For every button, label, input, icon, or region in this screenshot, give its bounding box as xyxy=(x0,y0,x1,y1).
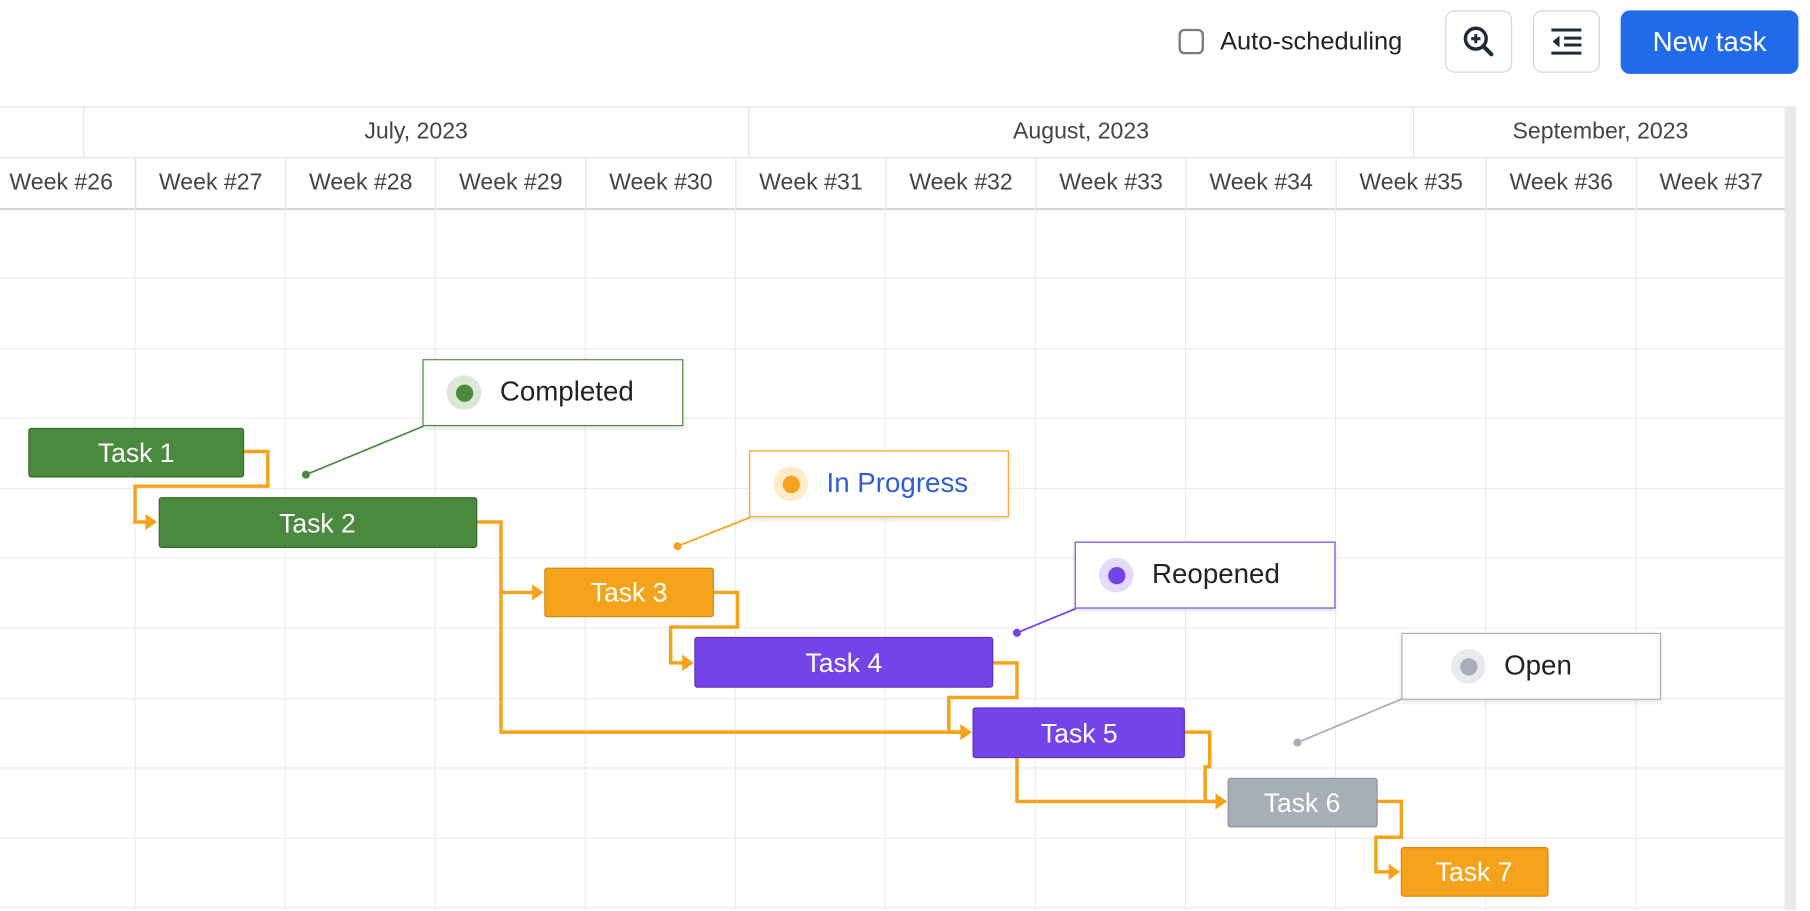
status-callout-in-progress: In Progress xyxy=(749,450,1009,518)
week-36: Week #36 xyxy=(1485,157,1636,208)
task-label: Task 5 xyxy=(1041,719,1118,749)
task-bar[interactable]: Task 1 xyxy=(28,427,245,478)
link-arrowheads xyxy=(145,513,1401,880)
task-label: Task 1 xyxy=(98,438,175,468)
status-callout-open: Open xyxy=(1401,632,1662,700)
week-scale: Week #26 Week #27 Week #28 Week #29 Week… xyxy=(0,157,1787,211)
status-callout-reopened: Reopened xyxy=(1074,541,1336,609)
week-32: Week #32 xyxy=(885,157,1035,208)
week-34: Week #34 xyxy=(1185,157,1335,208)
status-label: Reopened xyxy=(1152,558,1280,591)
week-33: Week #33 xyxy=(1035,157,1185,208)
week-29: Week #29 xyxy=(435,157,585,208)
completed-status-icon xyxy=(446,375,482,410)
link-task4-task5 xyxy=(947,661,1019,734)
month-scale: July, 2023 August, 2023 September, 2023 xyxy=(0,107,1787,159)
week-31: Week #31 xyxy=(735,157,885,208)
week-26: Week #26 xyxy=(9,169,113,195)
task-label: Task 7 xyxy=(1436,857,1513,887)
task-bar[interactable]: Task 3 xyxy=(544,567,714,618)
auto-scheduling-checkbox[interactable] xyxy=(1178,28,1204,55)
open-status-icon xyxy=(1450,649,1486,684)
task-label: Task 6 xyxy=(1264,788,1341,818)
zoom-in-icon xyxy=(1463,26,1494,57)
status-label: Open xyxy=(1504,650,1572,682)
status-label: Completed xyxy=(499,376,634,408)
status-callout-completed: Completed xyxy=(422,359,684,427)
month-september: September, 2023 xyxy=(1412,107,1787,158)
task-label: Task 3 xyxy=(591,578,668,608)
week-28: Week #28 xyxy=(285,157,435,208)
outdent-button[interactable] xyxy=(1532,10,1600,73)
new-task-button[interactable]: New task xyxy=(1620,10,1799,74)
task-label: Task 4 xyxy=(805,648,882,678)
link-task6-task7 xyxy=(1374,799,1404,874)
task-bar[interactable]: Task 7 xyxy=(1400,847,1549,897)
auto-scheduling-label: Auto-scheduling xyxy=(1220,26,1403,56)
reopened-status-icon xyxy=(1098,557,1134,593)
dependency-links xyxy=(133,449,1404,874)
week-37: Week #37 xyxy=(1635,157,1786,208)
task-bar[interactable]: Task 4 xyxy=(694,636,994,688)
callout-pointers xyxy=(301,425,1403,747)
gantt-timeline: July, 2023 August, 2023 September, 2023 … xyxy=(0,106,1787,911)
month-july: July, 2023 xyxy=(83,107,748,158)
auto-scheduling-toggle[interactable]: Auto-scheduling xyxy=(1178,25,1403,57)
task-bar[interactable]: Task 5 xyxy=(972,707,1185,759)
week-35: Week #35 xyxy=(1335,157,1486,208)
month-august: August, 2023 xyxy=(747,107,1413,158)
link-task2-task3 xyxy=(476,520,534,595)
week-27: Week #27 xyxy=(135,157,285,208)
task-bar[interactable]: Task 6 xyxy=(1227,777,1378,828)
task-label: Task 2 xyxy=(279,508,356,538)
link-task5-task6-b xyxy=(1184,730,1217,804)
toolbar: Auto-scheduling New task xyxy=(0,0,1810,106)
vertical-scrollbar[interactable] xyxy=(1784,106,1797,910)
week-30: Week #30 xyxy=(585,157,735,208)
task-bar[interactable]: Task 2 xyxy=(158,497,478,548)
status-label: In Progress xyxy=(826,467,969,499)
link-task3-task4 xyxy=(668,590,740,665)
link-task1-task2 xyxy=(133,449,270,524)
outdent-icon xyxy=(1551,28,1582,55)
link-task5-task6 xyxy=(1015,757,1217,804)
in-progress-status-icon xyxy=(773,466,809,502)
link-task2-task5 xyxy=(499,592,962,734)
zoom-button[interactable] xyxy=(1445,10,1513,73)
grid-lines xyxy=(0,207,1787,910)
